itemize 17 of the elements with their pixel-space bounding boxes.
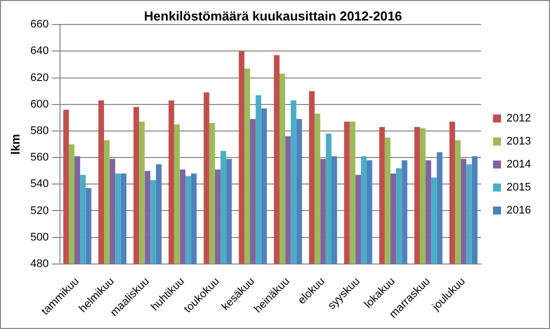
y-tick-label: 600 [30,98,49,110]
legend-label: 2015 [506,182,532,194]
chart-title: Henkilöstömäärä kuukausittain 2012-2016 [144,8,402,24]
y-tick-label: 620 [30,72,49,84]
y-axis-title: lkm [8,134,23,155]
y-tick-label: 540 [30,178,49,190]
y-tick-label: 580 [30,125,49,137]
legend-label: 2012 [506,112,532,125]
y-tick-label: 560 [30,152,49,164]
legend-label: 2016 [506,204,532,217]
y-tick-label: 500 [30,231,49,244]
y-tick-label: 640 [30,45,49,58]
y-tick-label: 520 [30,204,49,217]
y-tick-label: 660 [30,18,49,31]
y-tick-label: 480 [30,258,49,270]
legend-label: 2014 [506,158,532,171]
legend-label: 2013 [506,136,532,148]
